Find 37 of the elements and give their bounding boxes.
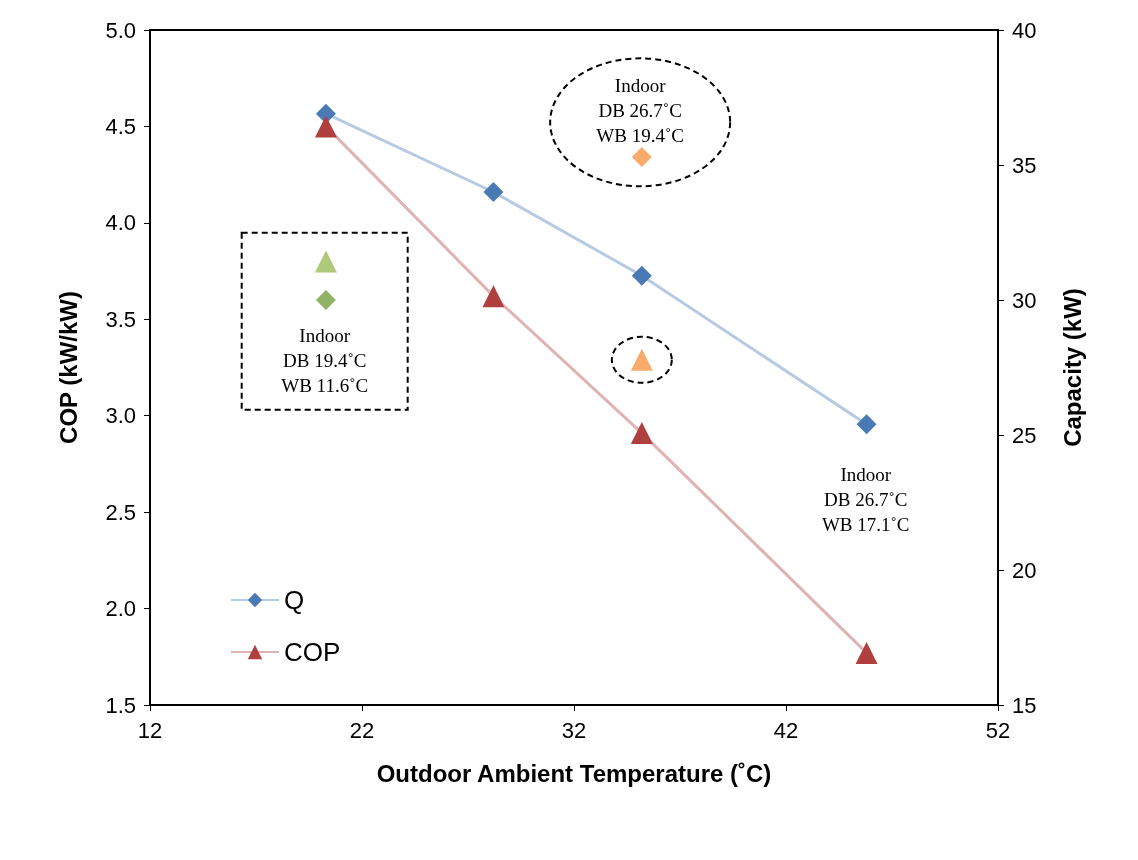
y-tick-label: 2.5 <box>105 499 136 525</box>
point <box>856 414 877 435</box>
y2-axis-title: Capacity (kW) <box>1058 288 1086 447</box>
y2-tick-label: 35 <box>1012 152 1037 178</box>
x-tick-label: 42 <box>773 717 799 743</box>
x-tick-label: 12 <box>137 717 163 743</box>
y2-tick-label: 40 <box>1012 17 1037 43</box>
y2-tick-label: 25 <box>1012 422 1037 448</box>
y2-tick-label: 20 <box>1012 557 1037 583</box>
y-tick-label: 4.5 <box>105 113 136 139</box>
point <box>482 285 505 308</box>
y-axis-title: COP (kW/kW) <box>54 291 82 444</box>
x-tick-label: 32 <box>561 717 587 743</box>
y2-tick-label: 30 <box>1012 287 1037 313</box>
legend-label: COP <box>284 637 341 667</box>
point <box>631 146 652 167</box>
y-tick-label: 3.0 <box>105 403 136 429</box>
point <box>315 290 336 310</box>
y2-tick-label: 15 <box>1012 692 1037 718</box>
y-tick-label: 5.0 <box>105 17 136 43</box>
y-tick-label: 4.0 <box>105 210 136 236</box>
annotation: Indoor DB 26.7˚C WB 17.1˚C <box>821 464 910 536</box>
point <box>855 641 878 664</box>
legend-label: Q <box>284 585 305 615</box>
point <box>483 182 504 202</box>
point <box>630 422 653 445</box>
x-tick-label: 52 <box>985 717 1011 743</box>
point <box>314 250 337 273</box>
y-tick-label: 3.5 <box>105 306 136 332</box>
point <box>631 265 652 286</box>
x-axis-title: Outdoor Ambient Temperature (˚C) <box>376 759 772 787</box>
annotation: Indoor DB 26.7˚C WB 19.4˚C <box>596 74 684 146</box>
annotation: Indoor DB 19.4˚C WB 11.6˚C <box>281 325 369 397</box>
point <box>314 115 337 138</box>
x-tick-label: 22 <box>349 717 375 743</box>
y-tick-label: 1.5 <box>105 692 136 718</box>
y-tick-label: 2.0 <box>105 596 136 622</box>
